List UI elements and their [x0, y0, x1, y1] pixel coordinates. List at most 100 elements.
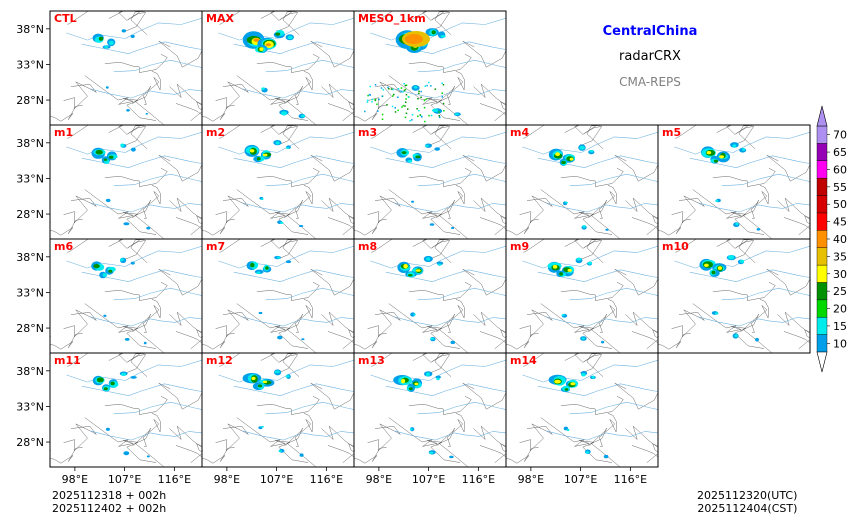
- echo-speck: [407, 96, 410, 98]
- province-border: [104, 396, 168, 415]
- province-border: [560, 168, 624, 187]
- province-border: [479, 103, 506, 116]
- province-border: [175, 331, 202, 344]
- echo-cell: [415, 155, 421, 159]
- province-border: [430, 199, 469, 239]
- province-border: [310, 382, 354, 410]
- river: [546, 430, 658, 441]
- echo-speck: [392, 95, 394, 97]
- province-border: [175, 217, 202, 230]
- colorbar-tick-label: 55: [833, 181, 847, 194]
- province-border: [652, 329, 658, 339]
- province-border: [67, 353, 89, 367]
- province-border: [675, 125, 697, 139]
- echo-cell: [591, 375, 595, 379]
- province-border: [169, 425, 202, 463]
- echo-speck: [367, 94, 369, 97]
- province-border: [658, 333, 691, 350]
- province-border: [215, 423, 249, 452]
- echo-cell: [285, 375, 290, 378]
- province-border: [683, 356, 737, 384]
- province-border: [321, 311, 354, 349]
- panel-label: MAX: [206, 12, 234, 25]
- y-tick-label: 33°N: [16, 58, 44, 71]
- echo-speck: [428, 81, 430, 84]
- echo-speck: [402, 91, 404, 93]
- echo-cell: [120, 258, 124, 262]
- echo-speck: [390, 88, 393, 90]
- province-border: [462, 382, 506, 410]
- colorbar-tick-label: 20: [833, 303, 847, 316]
- y-tick-label: 28°N: [16, 94, 44, 107]
- river: [698, 202, 810, 213]
- echo-speck: [441, 96, 443, 98]
- colorbar-tick-label: 40: [833, 233, 847, 246]
- province-border: [631, 217, 658, 230]
- echo-cell: [104, 45, 108, 49]
- province-border: [804, 329, 810, 339]
- echo-cell: [559, 272, 564, 276]
- province-border: [582, 427, 621, 467]
- province-border: [278, 427, 317, 467]
- echo-speck: [417, 98, 419, 100]
- colorbar-extend-min: [816, 351, 828, 373]
- province-border: [278, 313, 317, 353]
- colorbar-swatch: [816, 195, 828, 214]
- river: [546, 316, 658, 327]
- echo-speck: [420, 96, 422, 99]
- echo-cell: [454, 113, 459, 115]
- colorbar-tick-label: 10: [833, 337, 847, 350]
- colorbar-tick-label: 50: [833, 198, 847, 211]
- echo-speck: [426, 84, 428, 87]
- province-border: [388, 417, 443, 447]
- echo-cell: [258, 311, 263, 315]
- province-border: [310, 40, 354, 68]
- river: [233, 383, 354, 397]
- echo-cell: [299, 453, 304, 457]
- echo-speck: [430, 114, 433, 117]
- echo-cell: [429, 451, 434, 454]
- echo-cell: [582, 225, 586, 228]
- echo-cell: [561, 160, 566, 165]
- province-border: [500, 215, 506, 225]
- province-border: [766, 154, 810, 182]
- province-border: [540, 189, 595, 219]
- echo-speck: [394, 111, 397, 113]
- echo-speck: [417, 115, 419, 117]
- panel-label: m5: [662, 126, 681, 139]
- colorbar-swatch: [816, 125, 828, 144]
- echo-cell: [143, 341, 147, 345]
- province-border: [354, 333, 387, 350]
- province-border: [430, 85, 469, 125]
- echo-cell: [569, 157, 574, 161]
- panel-label: m11: [54, 354, 81, 367]
- colorbar-tick-label: 70: [833, 129, 847, 142]
- province-border: [310, 268, 354, 296]
- echo-cell: [408, 387, 413, 391]
- province-border: [256, 54, 320, 73]
- echo-cell: [403, 264, 408, 269]
- echo-cell: [108, 40, 114, 45]
- echo-cell: [259, 47, 264, 51]
- province-border: [734, 313, 773, 353]
- province-border: [447, 70, 465, 105]
- echo-speck: [366, 101, 369, 103]
- echo-cell: [430, 337, 435, 340]
- colorbar-tick-label: 25: [833, 285, 847, 298]
- province-border: [219, 125, 241, 139]
- province-border: [614, 382, 658, 410]
- province-border: [519, 423, 553, 452]
- river: [265, 401, 354, 415]
- province-border: [367, 423, 401, 452]
- echo-speck: [434, 88, 437, 90]
- echo-speck: [364, 110, 366, 113]
- colorbar-tick-label: 45: [833, 216, 847, 229]
- province-border: [447, 412, 465, 447]
- echo-speck: [438, 115, 440, 117]
- province-border: [126, 313, 165, 353]
- river: [417, 173, 506, 187]
- province-border: [371, 125, 393, 139]
- echo-speck: [428, 114, 430, 117]
- echo-speck: [405, 94, 408, 96]
- echo-cell: [401, 151, 407, 155]
